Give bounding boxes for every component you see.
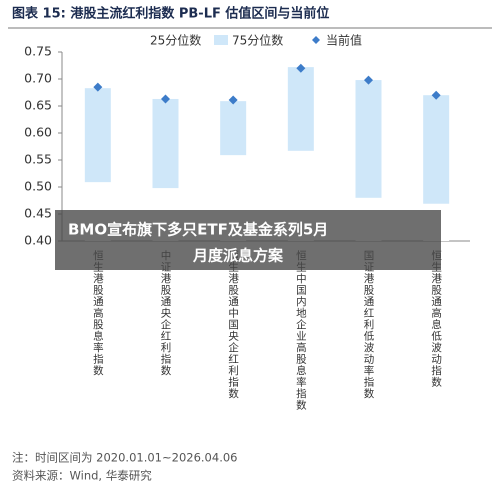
x-tick-label: 恒生港股通中国央企红利指数 (227, 249, 239, 399)
bar-range (423, 95, 450, 204)
y-tick-label: 0.50 (24, 179, 52, 194)
legend-swatch (214, 35, 228, 45)
current-marker (431, 90, 441, 100)
bar-range (220, 101, 247, 156)
source: 资料来源：Wind, 华泰研究 (12, 469, 152, 483)
legend-swatch (132, 35, 146, 45)
current-marker (161, 94, 170, 104)
y-tick-label: 0.70 (24, 71, 52, 86)
x-tick-label: 恒生港股通高股息率指数 (92, 249, 104, 376)
y-tick-label: 0.45 (24, 206, 52, 221)
current-marker (296, 63, 306, 73)
banner-line: 月度派息方案 (192, 247, 284, 265)
banner-line: BMO宣布旗下多只ETF及基金系列5月 (68, 221, 328, 239)
bar-range (84, 88, 111, 183)
legend-swatch (312, 36, 320, 44)
y-tick-label: 0.60 (24, 125, 52, 140)
current-marker (364, 75, 373, 85)
y-tick-label: 0.75 (24, 44, 52, 59)
plot: 0.40 0.45 0.50 0.55 0.60 0.65 0.70 0.75 25分位数 75分… (24, 33, 450, 411)
chart-title: 图表 15: 港股主流红利指数 PB-LF 估值区间与当前位 (12, 6, 329, 22)
banner-bg (55, 210, 441, 270)
bar-range (287, 67, 314, 151)
legend-label: 当前值 (326, 33, 362, 48)
y-tick-label: 0.55 (24, 152, 52, 167)
bar-range (355, 80, 382, 198)
y-tick-label: 0.65 (24, 98, 52, 113)
x-tick-label: 恒生中国内地企业高股息率指数 (295, 249, 307, 411)
x-tick-label: 恒生港股通高息低波动指数 (430, 249, 442, 388)
x-tick-label: 国证港股通红利低波动率指数 (363, 250, 375, 400)
y-tick-label: 0.40 (24, 233, 52, 248)
x-tick-label: 中证港股通央企红利指数 (160, 249, 172, 376)
bar-range (152, 98, 179, 189)
current-marker (228, 95, 238, 105)
legend-label: 75分位数 (232, 33, 283, 48)
note: 注：时间区间为 2020.01.01~2026.04.06 (12, 451, 237, 465)
legend-label: 25分位数 (150, 33, 201, 48)
current-marker (93, 82, 103, 92)
